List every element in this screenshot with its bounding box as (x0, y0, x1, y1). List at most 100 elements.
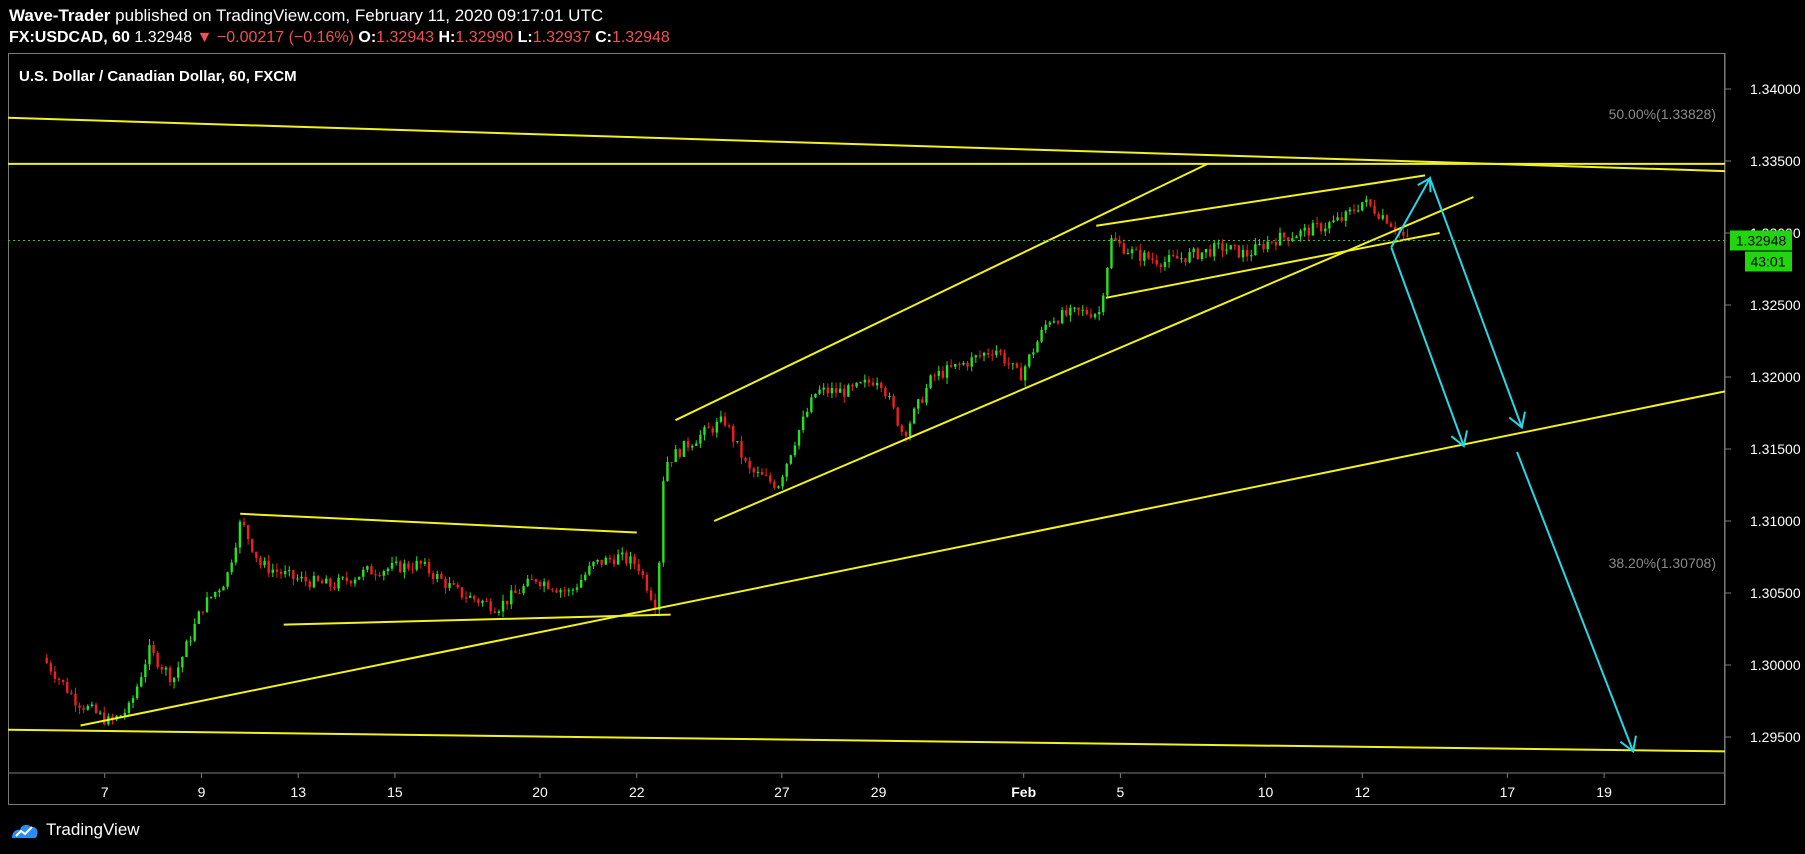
candle-body (94, 704, 98, 713)
candle-body (707, 427, 710, 429)
symbol-label: FX:USDCAD, 60 (9, 29, 130, 46)
candle-body (863, 379, 867, 383)
candle-body (1324, 228, 1327, 232)
candle-body (896, 407, 899, 426)
candle-body (226, 572, 229, 587)
candle-body (892, 395, 895, 408)
candle-body (49, 663, 53, 672)
last-price-tag (1730, 230, 1792, 251)
candle-body (1052, 321, 1056, 323)
candle-body (1015, 363, 1019, 368)
trendline-rising-flag-bottom[interactable] (1105, 232, 1440, 299)
price-tick-label: 1.31000 (1750, 513, 1801, 529)
trendline-rising-wedge-top[interactable] (675, 162, 1208, 422)
footer-brand[interactable]: TradingView (10, 820, 140, 840)
candle-body (1159, 264, 1163, 268)
candle-body (1233, 245, 1237, 247)
price-axis[interactable]: 1.340001.335001.330001.325001.320001.315… (1725, 81, 1801, 745)
candle-body (1402, 231, 1405, 236)
trendline-rising-flag-top[interactable] (1096, 174, 1426, 227)
candle-body (682, 440, 686, 457)
trendline-lower-descending-channel[interactable] (7, 728, 1726, 753)
candle-body (810, 397, 813, 412)
candle-body (119, 715, 122, 717)
candle-body (160, 667, 164, 670)
trendline-main-rising-support[interactable] (80, 390, 1726, 727)
candle-body (871, 382, 875, 386)
candle-body (411, 568, 414, 570)
candle-body (123, 712, 127, 716)
candle-body (140, 677, 143, 687)
candle-body (1134, 249, 1138, 251)
candle-body (715, 421, 719, 433)
candle-body (419, 560, 423, 564)
candle-body (703, 427, 706, 435)
candle-body (1389, 223, 1393, 227)
candle-body (806, 411, 809, 417)
candle-body (1093, 314, 1097, 318)
candle-body (1307, 227, 1311, 236)
candle-body (822, 387, 825, 390)
candle-body (978, 355, 982, 357)
price-tick-label: 1.30000 (1750, 657, 1801, 673)
projection-arrow-line[interactable] (1390, 247, 1465, 447)
candle-body (78, 705, 81, 708)
candle-body (986, 352, 990, 355)
candle-body (263, 560, 266, 566)
trendline-flag-top[interactable] (240, 512, 637, 534)
candle-body (1213, 243, 1216, 257)
candle-body (189, 640, 192, 642)
author-name[interactable]: Wave-Trader (9, 6, 111, 25)
candle-body (1171, 255, 1175, 257)
candle-body (279, 571, 283, 575)
candle-body (255, 551, 258, 559)
candle-body (172, 677, 176, 683)
candle-body (357, 576, 361, 580)
candle-body (1106, 267, 1109, 296)
candle-body (1163, 262, 1167, 268)
change-text: ▼ −0.00217 (−0.16%) (196, 29, 354, 46)
candle-body (838, 388, 842, 393)
candle-body (399, 561, 402, 573)
candle-body (148, 645, 151, 665)
candle-body (621, 552, 624, 555)
candle-body (797, 430, 801, 446)
candle-body (789, 455, 793, 464)
candle-body (127, 702, 131, 713)
candle-body (629, 556, 632, 564)
projection-arrow-line[interactable] (1516, 451, 1635, 752)
candle-body (769, 475, 772, 482)
candle-body (1254, 244, 1257, 256)
candle-body (732, 425, 735, 442)
candle-body (456, 584, 460, 588)
trendline-flag-bottom[interactable] (283, 613, 671, 626)
candle-body (1287, 237, 1290, 242)
candle-body (941, 370, 945, 378)
candle-body (801, 416, 805, 431)
candle-body (353, 579, 357, 584)
candle-body (57, 678, 61, 680)
low-value: 1.32937 (532, 29, 591, 46)
candle-body (1217, 243, 1220, 245)
candle-body (575, 587, 579, 590)
fib-382-label: 38.20%(1.30708) (1609, 555, 1716, 571)
candle-body (1003, 352, 1006, 364)
candle-body (103, 712, 106, 725)
candle-body (949, 365, 953, 367)
candle-body (501, 600, 505, 612)
candle-body (962, 362, 965, 365)
time-tick-label: 9 (198, 784, 206, 800)
trendline-rising-wedge-bottom[interactable] (713, 196, 1474, 522)
trendline-upper-descending-channel[interactable] (7, 116, 1726, 173)
candle-body (1118, 240, 1121, 244)
candle-body (366, 566, 369, 570)
candle-body (1270, 241, 1274, 243)
time-axis[interactable]: 7 9 13 15 20 22 27 29 Feb 5 10 12 17 19 (101, 773, 1612, 800)
candle-body (1315, 222, 1319, 224)
time-tick-label: 10 (1258, 784, 1274, 800)
close-label: C: (595, 29, 612, 46)
candle-body (1245, 249, 1249, 257)
candle-body (1225, 249, 1228, 251)
candle-body (497, 611, 501, 613)
